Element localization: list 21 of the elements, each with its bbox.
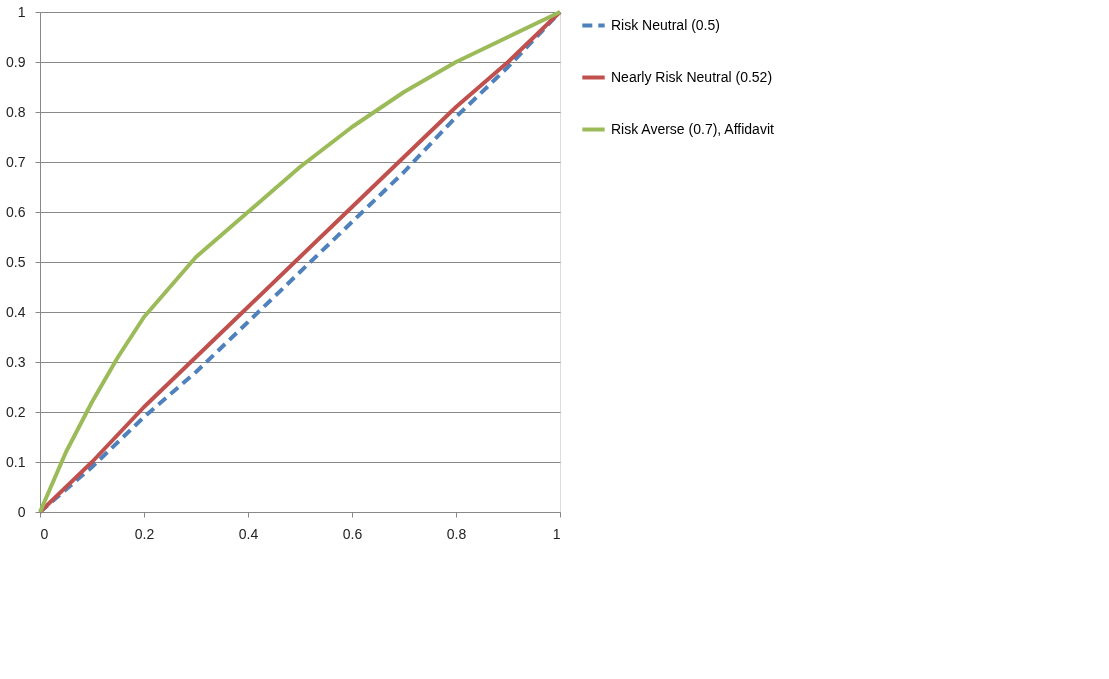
x-tick-label: 0.2 bbox=[134, 525, 155, 542]
y-tick-label: 0.2 bbox=[6, 403, 26, 420]
y-tick-label: 0.3 bbox=[6, 353, 26, 370]
x-tick-label: 0 bbox=[40, 525, 49, 542]
y-tick-label: 0 bbox=[17, 503, 26, 520]
y-tick-label: 0.6 bbox=[6, 203, 26, 220]
y-tick-label: 0.7 bbox=[6, 153, 26, 170]
legend-label: Nearly Risk Neutral (0.52) bbox=[611, 68, 773, 85]
x-tick-label: 1 bbox=[552, 525, 561, 542]
y-tick-label: 0.9 bbox=[6, 53, 26, 70]
y-tick-label: 0.8 bbox=[6, 103, 26, 120]
y-tick-label: 0.4 bbox=[6, 303, 26, 320]
x-tick-label: 0.6 bbox=[342, 525, 363, 542]
line-series bbox=[38, 10, 562, 514]
y-tick-label: 1 bbox=[17, 3, 26, 20]
x-tick-label: 0.8 bbox=[446, 525, 467, 542]
y-tick-label: 0.5 bbox=[6, 253, 26, 270]
x-tick-label: 0.4 bbox=[238, 525, 259, 542]
y-tick-label: 0.1 bbox=[6, 453, 26, 470]
legend-label: Risk Averse (0.7), Affidavit bbox=[611, 120, 774, 137]
legend-label: Risk Neutral (0.5) bbox=[611, 16, 720, 33]
